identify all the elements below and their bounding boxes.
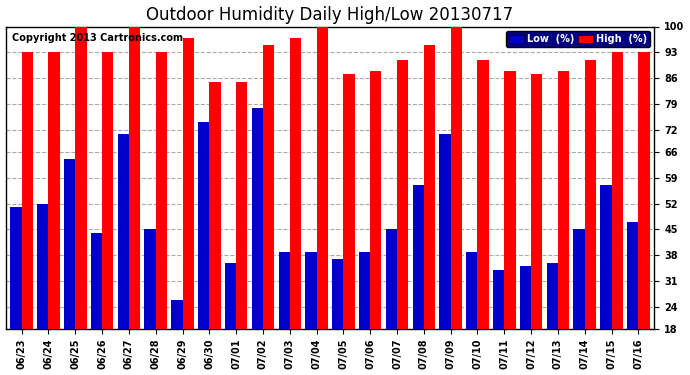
Bar	[627, 222, 638, 329]
Bar	[171, 300, 183, 329]
Bar	[638, 53, 650, 329]
Bar	[183, 38, 194, 329]
Bar	[546, 262, 558, 329]
Bar	[413, 185, 424, 329]
Bar	[209, 82, 221, 329]
Bar	[129, 27, 140, 329]
Bar	[371, 71, 382, 329]
Bar	[236, 82, 248, 329]
Bar	[64, 159, 75, 329]
Bar	[397, 60, 408, 329]
Bar	[558, 71, 569, 329]
Legend: Low  (%), High  (%): Low (%), High (%)	[506, 32, 649, 47]
Bar	[117, 134, 129, 329]
Bar	[48, 53, 60, 329]
Bar	[504, 71, 515, 329]
Bar	[263, 45, 274, 329]
Bar	[37, 204, 48, 329]
Bar	[584, 60, 596, 329]
Bar	[424, 45, 435, 329]
Bar	[198, 123, 209, 329]
Bar	[451, 27, 462, 329]
Bar	[225, 262, 236, 329]
Bar	[386, 230, 397, 329]
Title: Outdoor Humidity Daily High/Low 20130717: Outdoor Humidity Daily High/Low 20130717	[146, 6, 513, 24]
Bar	[332, 259, 344, 329]
Bar	[477, 60, 489, 329]
Bar	[600, 185, 611, 329]
Bar	[156, 53, 167, 329]
Bar	[144, 230, 156, 329]
Bar	[344, 75, 355, 329]
Bar	[440, 134, 451, 329]
Bar	[531, 75, 542, 329]
Bar	[317, 27, 328, 329]
Bar	[306, 252, 317, 329]
Bar	[466, 252, 477, 329]
Bar	[611, 53, 623, 329]
Bar	[359, 252, 371, 329]
Bar	[279, 252, 290, 329]
Bar	[520, 266, 531, 329]
Bar	[493, 270, 504, 329]
Bar	[21, 53, 33, 329]
Bar	[252, 108, 263, 329]
Bar	[102, 53, 113, 329]
Bar	[91, 233, 102, 329]
Bar	[573, 230, 584, 329]
Bar	[290, 38, 301, 329]
Text: Copyright 2013 Cartronics.com: Copyright 2013 Cartronics.com	[12, 33, 183, 42]
Bar	[10, 207, 21, 329]
Bar	[75, 27, 86, 329]
